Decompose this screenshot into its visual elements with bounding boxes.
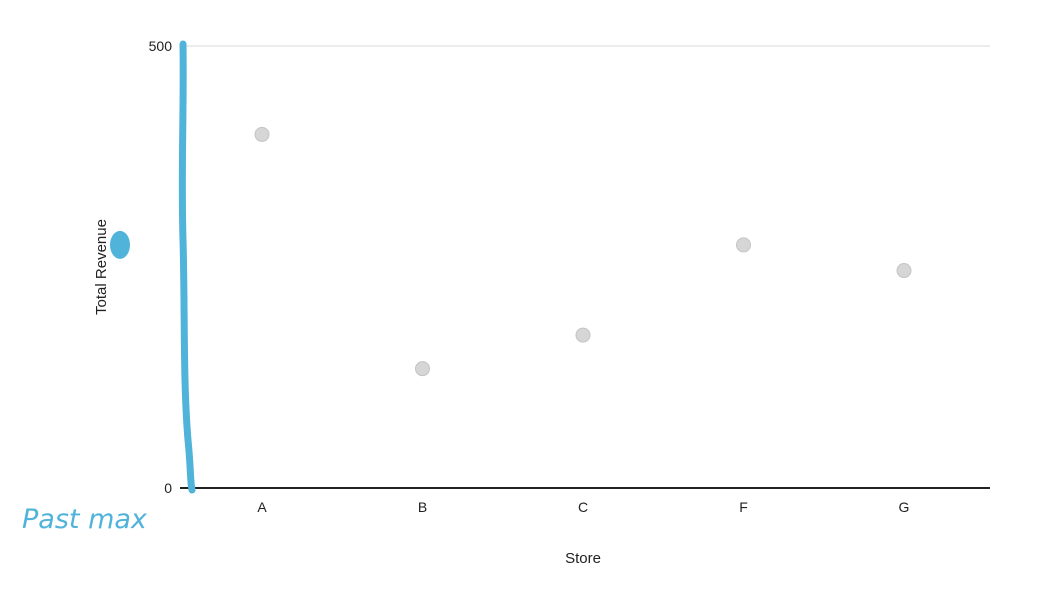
data-point-c [575,327,591,343]
data-point-f [736,237,751,253]
data-point-g [896,263,912,279]
x-tick-label-a: A [257,499,267,515]
x-axis-title: Store [565,550,601,567]
x-tick-label-g: G [899,499,910,515]
x-tick-label-b: B [418,499,427,515]
y-tick-label-500: 500 [149,38,173,54]
y-axis-title: Total Revenue [93,219,110,315]
data-point-b [415,361,430,377]
x-tick-label-c: C [578,499,588,515]
handwritten-note: Past max [22,504,148,535]
x-tick-label-f: F [739,499,748,515]
handwritten-y-axis-stroke [178,40,196,494]
y-tick-label-0: 0 [164,480,172,496]
y-tick-labels: 0 500 [149,38,173,496]
data-points [254,126,912,377]
data-point-a [254,126,270,142]
handwritten-marker-dot [110,230,130,259]
